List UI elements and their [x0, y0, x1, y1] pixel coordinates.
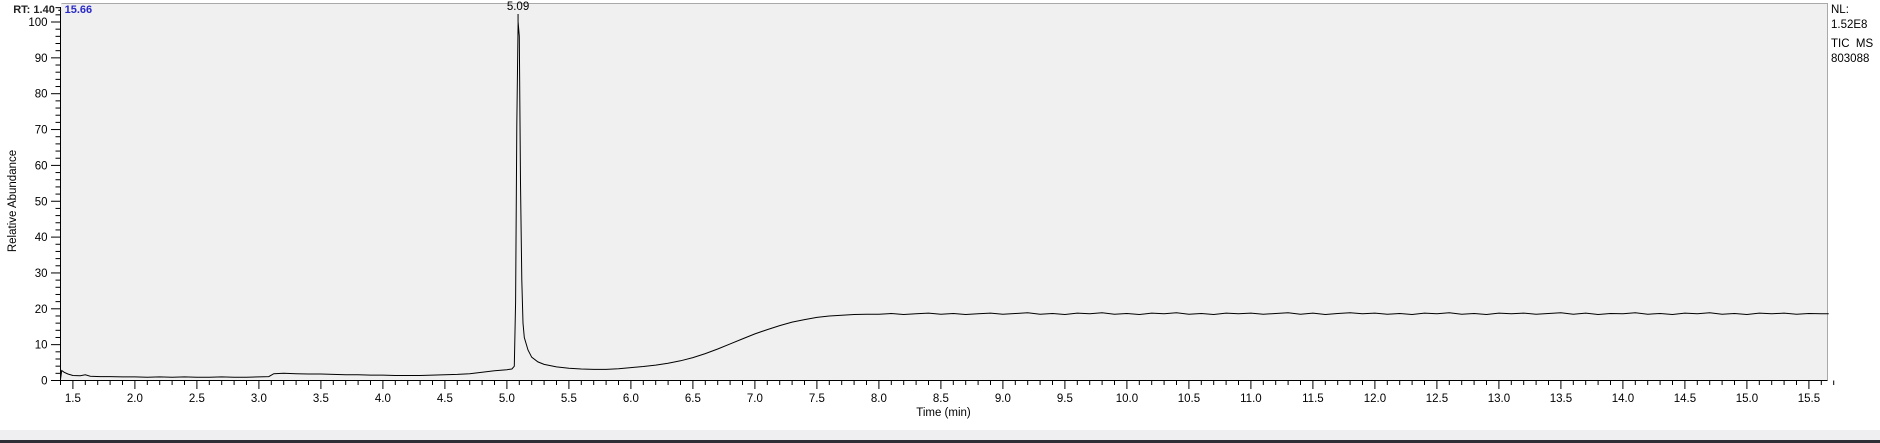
statusbar-strip [0, 430, 1880, 440]
x-axis-title: Time (min) [916, 407, 971, 419]
x-tick-label: 14.0 [1612, 393, 1634, 405]
x-tick-label: 5.0 [499, 393, 515, 405]
x-tick-label: 10.0 [1116, 393, 1138, 405]
x-tick-label: 12.5 [1426, 393, 1448, 405]
y-tick-label: 20 [35, 304, 48, 316]
x-axis-minor-ticks [60, 380, 1835, 385]
y-tick-label: 30 [35, 268, 48, 280]
y-tick-label: 90 [35, 53, 48, 65]
x-tick-label: 2.5 [189, 393, 205, 405]
x-tick-label: 12.0 [1364, 393, 1386, 405]
y-tick-label: 70 [35, 125, 48, 137]
x-tick-label: 3.5 [313, 393, 329, 405]
y-tick-label: 100 [28, 17, 47, 29]
x-tick-label: 9.0 [995, 393, 1011, 405]
rt-range-value: 15.66 [64, 4, 93, 16]
x-tick-label: 6.5 [685, 393, 701, 405]
x-tick-label: 15.0 [1736, 393, 1758, 405]
nl-intensity-value: 1.52E8 [1831, 19, 1868, 31]
plot-border [61, 3, 1828, 381]
x-tick-label: 8.5 [933, 393, 949, 405]
nl-label: NL: [1831, 4, 1849, 16]
rt-range-label: RT: 1.40 - [13, 4, 65, 16]
x-tick-label: 13.0 [1488, 393, 1510, 405]
x-axis-major-ticks: 1.5 2.0 2.5 3.0 3.5 4.0 4.5 5.0 5.5 6.0 6.5 7.0 7.5 8… [65, 380, 1820, 405]
nl-annotation: NL: 1.52E8 TIC MS 803088 [1831, 3, 1873, 67]
x-tick-label: 14.5 [1674, 393, 1696, 405]
y-tick-label: 60 [35, 160, 48, 172]
chromatogram-plot[interactable]: 1.5 2.0 2.5 3.0 3.5 4.0 4.5 5.0 5.5 6.0 6.5 7.0 7.5 8… [0, 0, 1880, 430]
x-tick-label: 9.5 [1057, 393, 1073, 405]
x-tick-label: 10.5 [1178, 393, 1200, 405]
x-tick-label: 7.5 [809, 393, 825, 405]
x-tick-label: 2.0 [127, 393, 143, 405]
y-axis-major-ticks: 0 10 20 30 40 50 60 70 80 90 100 [28, 17, 61, 388]
x-tick-label: 5.5 [561, 393, 577, 405]
x-tick-label: 11.5 [1302, 393, 1324, 405]
y-tick-label: 40 [35, 232, 48, 244]
x-tick-label: 11.0 [1240, 393, 1262, 405]
x-tick-label: 1.5 [65, 393, 81, 405]
y-axis-minor-ticks [55, 7, 61, 374]
x-tick-label: 4.5 [437, 393, 453, 405]
plot-area[interactable] [61, 3, 1828, 381]
x-tick-label: 6.0 [623, 393, 639, 405]
x-tick-label: 3.0 [251, 393, 267, 405]
x-tick-label: 15.5 [1798, 393, 1820, 405]
y-tick-label: 0 [41, 376, 47, 388]
nl-scan-type: TIC MS [1831, 38, 1874, 50]
window-bottom-edge [0, 440, 1880, 443]
y-tick-label: 80 [35, 89, 48, 101]
nl-sample-id: 803088 [1831, 53, 1870, 65]
y-axis-title: Relative Abundance [7, 149, 19, 253]
y-tick-label: 50 [35, 196, 48, 208]
x-tick-label: 8.0 [871, 393, 887, 405]
axis-lines [60, 7, 1828, 381]
peak-rt-label: 5.09 [506, 1, 530, 13]
x-tick-label: 4.0 [375, 393, 391, 405]
x-tick-label: 13.5 [1550, 393, 1572, 405]
y-tick-label: 10 [35, 340, 48, 352]
rt-range-header: RT: 1.40 - 15.66 [1, 0, 92, 28]
x-tick-label: 7.0 [747, 393, 763, 405]
tic-trace [60, 21, 1829, 380]
